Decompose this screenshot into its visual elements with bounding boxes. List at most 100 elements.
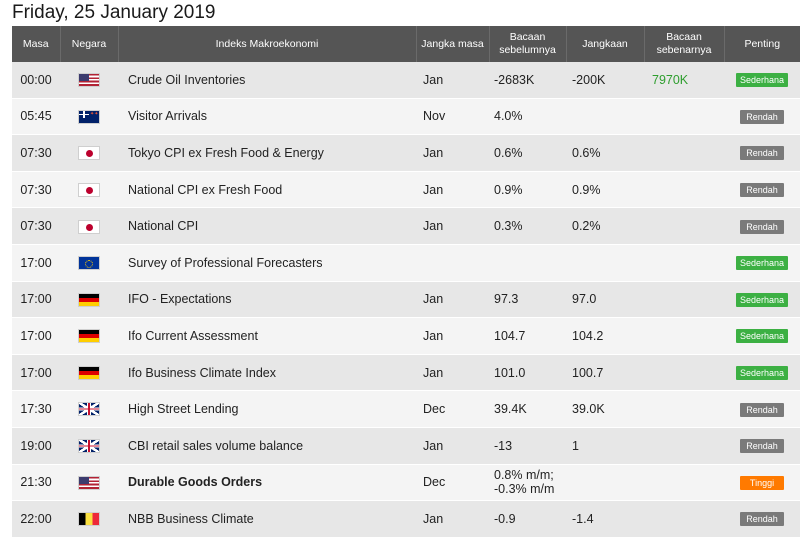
forecast-value: 0.9% bbox=[566, 171, 644, 209]
previous-value: 0.8% m/m; -0.3% m/m bbox=[489, 464, 566, 502]
event-name[interactable]: Crude Oil Inventories bbox=[118, 62, 416, 99]
col-header-country: Negara bbox=[60, 26, 119, 62]
event-period: Jan bbox=[416, 317, 489, 355]
event-name[interactable]: High Street Lending bbox=[118, 390, 416, 428]
us-flag-icon bbox=[78, 475, 100, 490]
event-period: Jan bbox=[416, 281, 489, 319]
table-row[interactable]: 17:00 IFO - Expectations Jan 97.3 97.0 Sederh… bbox=[12, 281, 800, 319]
table-row[interactable]: 00:00 Crude Oil Inventories Jan -2683K -200K… bbox=[12, 62, 800, 99]
event-time: 05:45 bbox=[12, 98, 60, 136]
col-header-event: Indeks Makroekonomi bbox=[118, 26, 417, 62]
forecast-value: 97.0 bbox=[566, 281, 644, 319]
jp-flag-icon bbox=[78, 182, 100, 197]
event-period: Jan bbox=[416, 134, 489, 172]
importance-badge: Sederhana bbox=[735, 292, 789, 307]
event-period: Jan bbox=[416, 500, 489, 538]
event-period: Jan bbox=[416, 354, 489, 392]
col-header-time: Masa bbox=[12, 26, 61, 62]
event-name[interactable]: IFO - Expectations bbox=[118, 281, 416, 319]
col-header-forecast: Jangkaan bbox=[566, 26, 645, 62]
event-name[interactable]: Ifo Business Climate Index bbox=[118, 354, 416, 392]
previous-value: 0.6% bbox=[489, 134, 566, 172]
event-name[interactable]: Ifo Current Assessment bbox=[118, 317, 416, 355]
event-time: 22:00 bbox=[12, 500, 60, 538]
previous-value bbox=[489, 244, 566, 282]
event-name[interactable]: Durable Goods Orders bbox=[118, 464, 416, 502]
event-time: 17:30 bbox=[12, 390, 60, 428]
importance-badge: Rendah bbox=[740, 402, 784, 417]
event-name[interactable]: CBI retail sales volume balance bbox=[118, 427, 416, 465]
event-time: 17:00 bbox=[12, 354, 60, 392]
actual-value bbox=[644, 390, 724, 428]
forecast-value bbox=[566, 98, 644, 136]
country-cell bbox=[60, 317, 118, 355]
table-row[interactable]: 19:00 CBI retail sales volume balance Jan -… bbox=[12, 427, 800, 465]
table-row[interactable]: 17:00 Ifo Business Climate Index Jan 101.0 1… bbox=[12, 354, 800, 392]
table-row[interactable]: 21:30 Durable Goods Orders Dec 0.8% m/m; -0… bbox=[12, 464, 800, 502]
actual-value bbox=[644, 207, 724, 245]
importance-cell: Rendah bbox=[724, 134, 800, 172]
actual-value bbox=[644, 171, 724, 209]
country-cell bbox=[60, 390, 118, 428]
event-period: Jan bbox=[416, 427, 489, 465]
previous-value: -2683K bbox=[489, 62, 566, 99]
event-name[interactable]: NBB Business Climate bbox=[118, 500, 416, 538]
forecast-value: 1 bbox=[566, 427, 644, 465]
forecast-value bbox=[566, 464, 644, 502]
forecast-value: 104.2 bbox=[566, 317, 644, 355]
importance-badge: Rendah bbox=[740, 146, 784, 161]
importance-cell: Sederhana bbox=[724, 244, 800, 282]
importance-cell: Rendah bbox=[724, 390, 800, 428]
actual-value bbox=[644, 354, 724, 392]
event-name[interactable]: Visitor Arrivals bbox=[118, 98, 416, 136]
de-flag-icon bbox=[78, 292, 100, 307]
economic-calendar-table: Masa Negara Indeks Makroekonomi Jangka m… bbox=[12, 26, 800, 538]
importance-badge: Tinggi bbox=[740, 475, 784, 490]
table-row[interactable]: 17:00 Survey of Professional Forecasters S… bbox=[12, 244, 800, 282]
event-time: 19:00 bbox=[12, 427, 60, 465]
previous-value: 4.0% bbox=[489, 98, 566, 136]
previous-value: 0.3% bbox=[489, 207, 566, 245]
table-row[interactable]: 07:30 Tokyo CPI ex Fresh Food & Energy Jan… bbox=[12, 134, 800, 172]
actual-value bbox=[644, 244, 724, 282]
jp-flag-icon bbox=[78, 219, 100, 234]
table-row[interactable]: 07:30 National CPI ex Fresh Food Jan 0.9% 0.… bbox=[12, 171, 800, 209]
eu-flag-icon bbox=[78, 256, 100, 271]
be-flag-icon bbox=[78, 512, 100, 527]
gb-flag-icon bbox=[78, 439, 100, 454]
event-time: 17:00 bbox=[12, 281, 60, 319]
country-cell bbox=[60, 134, 118, 172]
col-header-previous: Bacaan sebelumnya bbox=[489, 26, 567, 62]
event-name[interactable]: Survey of Professional Forecasters bbox=[118, 244, 416, 282]
importance-badge: Sederhana bbox=[735, 366, 789, 381]
event-name[interactable]: National CPI bbox=[118, 207, 416, 245]
previous-value: 39.4K bbox=[489, 390, 566, 428]
event-time: 17:00 bbox=[12, 317, 60, 355]
event-period bbox=[416, 244, 489, 282]
previous-value: 104.7 bbox=[489, 317, 566, 355]
table-row[interactable]: 07:30 National CPI Jan 0.3% 0.2% Rendah bbox=[12, 207, 800, 245]
gb-flag-icon bbox=[78, 402, 100, 417]
event-period: Jan bbox=[416, 62, 489, 99]
col-header-actual: Bacaan sebenarnya bbox=[644, 26, 725, 62]
table-row[interactable]: 17:30 High Street Lending Dec 39.4K 39.0K Ren… bbox=[12, 390, 800, 428]
col-header-importance: Penting bbox=[724, 26, 800, 62]
importance-cell: Sederhana bbox=[724, 281, 800, 319]
table-row[interactable]: 17:00 Ifo Current Assessment Jan 104.7 104.2… bbox=[12, 317, 800, 355]
country-cell bbox=[60, 281, 118, 319]
importance-cell: Rendah bbox=[724, 427, 800, 465]
actual-value bbox=[644, 317, 724, 355]
country-cell bbox=[60, 98, 118, 136]
importance-cell: Rendah bbox=[724, 171, 800, 209]
importance-badge: Sederhana bbox=[735, 329, 789, 344]
event-name[interactable]: National CPI ex Fresh Food bbox=[118, 171, 416, 209]
importance-badge: Sederhana bbox=[735, 73, 789, 88]
country-cell bbox=[60, 427, 118, 465]
forecast-value: 100.7 bbox=[566, 354, 644, 392]
table-row[interactable]: 22:00 NBB Business Climate Jan -0.9 -1.4 Rend… bbox=[12, 500, 800, 538]
forecast-value: 0.6% bbox=[566, 134, 644, 172]
de-flag-icon bbox=[78, 329, 100, 344]
event-name[interactable]: Tokyo CPI ex Fresh Food & Energy bbox=[118, 134, 416, 172]
importance-badge: Sederhana bbox=[735, 256, 789, 271]
